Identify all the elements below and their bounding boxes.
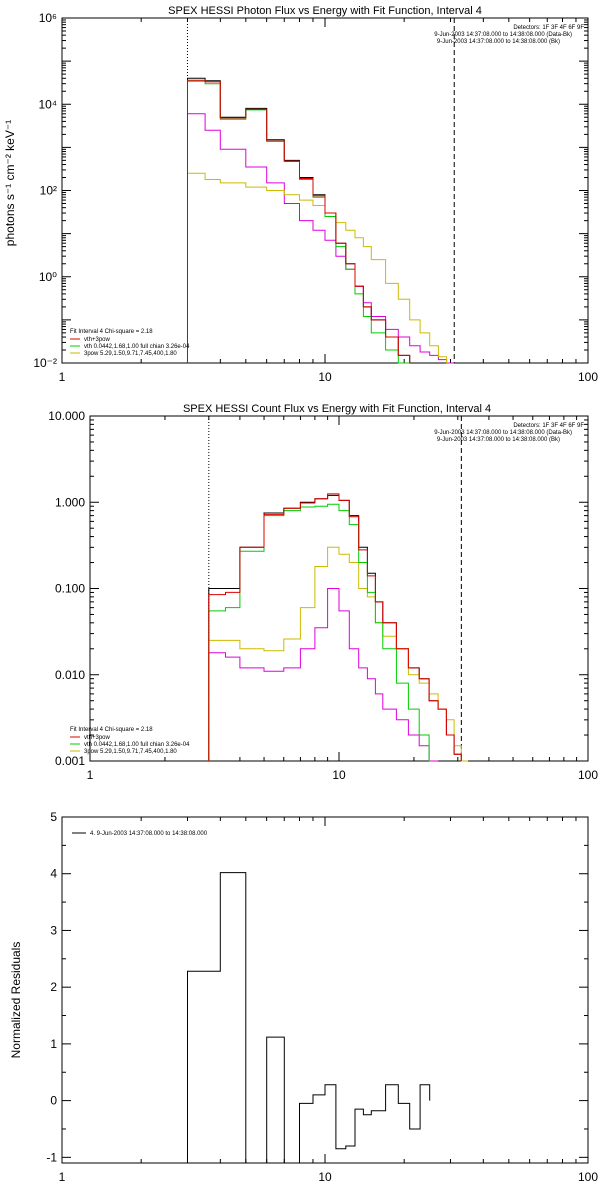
series-line-0 <box>208 494 462 761</box>
y-tick-label: 10.000 <box>48 409 85 423</box>
series-line-4 <box>208 588 439 762</box>
y-tick-label: 10⁰ <box>39 270 57 284</box>
panel2-title: SPEX HESSI Count Flux vs Energy with Fit… <box>183 403 491 415</box>
panel3-legend-title: 4. 9-Jun-2003 14:37:08.000 to 14:38:08.0… <box>90 831 208 837</box>
panel1-plot-area: 1 10 100 10⁻² 10⁰ 10² 10⁴ 10⁶ <box>33 11 598 384</box>
legend-entry: vth 0.0442,1.68,1.00 full chian 3.26e-04 <box>84 742 190 748</box>
x-tick-label: 100 <box>578 768 598 782</box>
panel1-ylabel: photons s⁻¹ cm⁻² keV⁻¹ <box>3 120 17 246</box>
panel1-title: SPEX HESSI Photon Flux vs Energy with Fi… <box>168 5 482 17</box>
y-tick-label: 0 <box>50 1094 57 1108</box>
legend-entry: 3pow 5.29,1.50,9.71,7.45,400,1.80 <box>84 351 177 357</box>
x-tick-label: 10 <box>318 1170 332 1184</box>
series-line-1 <box>187 79 411 363</box>
x-tick-label: 10 <box>332 768 346 782</box>
panel2-plot-area: 1 10 100 0.001 0.010 0.100 1.000 10.000 <box>48 409 598 782</box>
y-tick-label: 5 <box>50 810 57 824</box>
y-tick-label: 0.100 <box>55 582 85 596</box>
y-tick-label: 0.010 <box>55 668 85 682</box>
legend-entry: vth+3pow <box>84 337 111 343</box>
y-tick-label: 10⁻² <box>33 356 57 370</box>
panel1-header: Detectors: 1F 3F 4F 6F 9F 9-Jun-2003 14:… <box>434 25 584 45</box>
series-line-2 <box>208 503 430 761</box>
panel1-legend-title: Fit Interval 4 Chi-square = 2.18 <box>70 329 153 335</box>
panel2-header-detectors: Detectors: 1F 3F 4F 6F 9F <box>513 423 584 429</box>
x-tick-label: 10 <box>318 370 332 384</box>
y-tick-label: 10⁴ <box>38 97 57 111</box>
y-tick-label: 3 <box>50 923 57 937</box>
panel-photon-flux: SPEX HESSI Photon Flux vs Energy with Fi… <box>3 5 598 384</box>
legend-entry: 3pow 5.29,1.50,9.71,7.45,400,1.80 <box>84 749 177 755</box>
y-tick-label: 10⁶ <box>39 11 57 25</box>
series-line-2 <box>187 80 410 364</box>
y-tick-label: -1 <box>46 1150 57 1164</box>
legend-entry: vth+3pow <box>84 735 111 741</box>
series-line-4 <box>187 113 455 364</box>
x-tick-label: 1 <box>59 1170 66 1184</box>
plot-frame <box>61 816 589 1164</box>
x-tick-label: 100 <box>578 370 598 384</box>
series-line-3 <box>187 172 448 363</box>
panel1-header-databk: 9-Jun-2003 14:37:08.000 to 14:38:08.000 … <box>434 32 572 38</box>
panel3-ylabel: Normalized Residuals <box>9 942 23 1059</box>
series-line-0 <box>187 872 431 1164</box>
panel1-legend: Fit Interval 4 Chi-square = 2.18 vth+3po… <box>70 329 190 357</box>
x-tick-label: 1 <box>87 768 94 782</box>
panel1-header-bk: 9-Jun-2003 14:37:08.000 to 14:38:08.000 … <box>437 39 560 45</box>
panel2-legend: Fit Interval 4 Chi-square = 2.18 vth+3po… <box>70 727 190 755</box>
panel2-legend-title: Fit Interval 4 Chi-square = 2.18 <box>70 727 153 733</box>
x-tick-label: 1 <box>59 370 66 384</box>
panel3-legend: 4. 9-Jun-2003 14:37:08.000 to 14:38:08.0… <box>72 831 208 837</box>
panel-count-flux: SPEX HESSI Count Flux vs Energy with Fit… <box>48 403 598 782</box>
series-line-3 <box>208 546 469 762</box>
panel2-header-databk: 9-Jun-2003 14:37:08.000 to 14:38:08.000 … <box>434 430 572 436</box>
panel-residuals: Normalized Residuals 1 10 100 -1 0 1 2 3 4 5 4. 9… <box>9 810 598 1184</box>
y-tick-label: 1 <box>50 1037 57 1051</box>
y-tick-label: 0.001 <box>55 754 85 768</box>
y-tick-label: 2 <box>50 980 57 994</box>
y-tick-label: 10² <box>40 184 57 198</box>
y-tick-label: 4 <box>50 867 57 881</box>
x-tick-label: 100 <box>578 1170 598 1184</box>
y-tick-label: 1.000 <box>55 495 85 509</box>
series-line-1 <box>208 493 462 761</box>
panel2-header-bk: 9-Jun-2003 14:37:08.000 to 14:38:08.000 … <box>437 437 560 443</box>
panel1-header-detectors: Detectors: 1F 3F 4F 6F 9F <box>513 25 584 31</box>
panel3-plot-area: 1 10 100 -1 0 1 2 3 4 5 <box>46 810 598 1184</box>
plot-frame <box>61 17 589 364</box>
legend-entry: vth 0.0442,1.68,1.00 full chian 3.26e-04 <box>84 344 190 350</box>
panel2-header: Detectors: 1F 3F 4F 6F 9F 9-Jun-2003 14:… <box>434 423 584 443</box>
